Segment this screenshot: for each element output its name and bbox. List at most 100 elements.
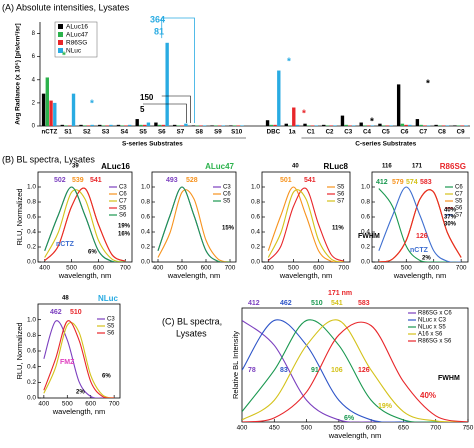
x-tick-label: C8 bbox=[438, 129, 446, 136]
spectrum-line bbox=[43, 322, 115, 398]
bar bbox=[295, 124, 300, 126]
annotation: 150 bbox=[140, 93, 154, 102]
panel-name: RLuc8 bbox=[324, 162, 349, 171]
y-axis-label: RLU, Normalized bbox=[15, 188, 24, 245]
x-tick-label: S2 bbox=[83, 129, 91, 136]
panel-name: R86SG bbox=[440, 162, 466, 171]
spectrum-line bbox=[242, 319, 468, 422]
bar bbox=[273, 124, 277, 126]
bar bbox=[314, 125, 318, 126]
y-tick-label: 0.4 bbox=[251, 229, 260, 236]
bar bbox=[456, 125, 461, 126]
x-tick-label: 500 bbox=[177, 265, 188, 272]
legend-label: S7 bbox=[337, 199, 345, 205]
annotation: * bbox=[426, 79, 430, 90]
x-tick-label: S7 bbox=[177, 129, 185, 136]
bar bbox=[378, 123, 382, 126]
annotation: 30% bbox=[444, 222, 457, 228]
bar bbox=[41, 93, 46, 126]
annotation: 462 bbox=[50, 309, 62, 316]
annotation: 171 bbox=[412, 164, 423, 170]
panel-title: (C) BL spectra, bbox=[162, 316, 222, 326]
bar bbox=[310, 125, 315, 126]
x-tick-label: C2 bbox=[326, 129, 334, 136]
spectrum-line bbox=[378, 186, 462, 262]
bar bbox=[53, 102, 57, 126]
annotation: nCTZ bbox=[410, 247, 429, 254]
annotation: 462 bbox=[280, 300, 292, 307]
spectrum-line bbox=[43, 320, 115, 398]
x-tick-label: S1 bbox=[64, 129, 72, 136]
bar bbox=[464, 125, 468, 126]
annotation: * bbox=[62, 51, 66, 62]
bar bbox=[460, 125, 465, 126]
x-tick-label: 600 bbox=[85, 401, 96, 408]
legend-label: C6 bbox=[119, 192, 127, 198]
y-tick-label: 6 bbox=[32, 54, 36, 60]
panel-title: (B) BL spectra, Lysates bbox=[2, 154, 95, 164]
x-tick-label: 500 bbox=[301, 425, 312, 432]
x-tick-label: S10 bbox=[231, 129, 243, 136]
x-tick-label: S4 bbox=[120, 129, 128, 136]
legend-label: S5 bbox=[337, 185, 345, 191]
legend-swatch bbox=[58, 40, 63, 45]
x-tick-label: S8 bbox=[195, 129, 203, 136]
y-tick-label: 0.0 bbox=[141, 259, 150, 266]
bar bbox=[419, 124, 423, 126]
bar bbox=[45, 77, 49, 126]
bar bbox=[214, 125, 218, 126]
bar bbox=[426, 125, 431, 126]
annotation: 510 bbox=[70, 309, 82, 316]
annotation: 2% bbox=[422, 256, 431, 262]
bar bbox=[146, 122, 151, 126]
y-tick-label: 0.6 bbox=[361, 214, 370, 221]
annotation: 78 bbox=[248, 367, 256, 374]
panel-name: ALuc47 bbox=[205, 162, 234, 171]
annotation: 126 bbox=[358, 367, 370, 374]
spectrum-line bbox=[242, 319, 468, 422]
bar bbox=[322, 124, 326, 126]
spectrum-line bbox=[378, 188, 462, 262]
bar bbox=[367, 125, 371, 126]
panel-title: Lysates bbox=[176, 328, 207, 338]
y-tick-label: 0.4 bbox=[141, 229, 150, 236]
x-axis-label: wavelength, nm bbox=[328, 431, 382, 440]
spectrum-line bbox=[44, 186, 126, 262]
bar bbox=[453, 125, 457, 126]
y-tick-label: 1.0 bbox=[27, 184, 36, 191]
legend-label: S6 bbox=[107, 331, 115, 337]
bar bbox=[191, 125, 196, 126]
annotation: 15% bbox=[222, 226, 235, 232]
bar bbox=[307, 125, 311, 126]
legend-label: S6 bbox=[337, 192, 345, 198]
y-tick-label: 0.6 bbox=[27, 214, 36, 221]
annotation: 40% bbox=[444, 208, 457, 214]
annotation: 126 bbox=[416, 233, 428, 240]
x-tick-label: 550 bbox=[333, 425, 344, 432]
bar bbox=[199, 125, 203, 126]
y-tick-label: 1.0 bbox=[27, 316, 36, 323]
legend-swatch bbox=[58, 24, 63, 29]
annotation: 40 bbox=[292, 164, 299, 170]
y-tick-label: 0.2 bbox=[27, 379, 36, 386]
bar bbox=[64, 125, 68, 126]
spectrum-line bbox=[378, 189, 462, 262]
annotation: 116 bbox=[382, 164, 392, 170]
annotation: * bbox=[287, 57, 291, 68]
x-tick-label: 600 bbox=[93, 265, 104, 272]
annotation: 6% bbox=[88, 250, 97, 256]
bar bbox=[232, 125, 237, 126]
legend-label: C6 bbox=[223, 192, 231, 198]
legend-label: S5 bbox=[119, 206, 127, 212]
bar bbox=[404, 124, 408, 126]
spectrum-line bbox=[157, 186, 231, 262]
annotation: 6% bbox=[102, 374, 111, 380]
x-tick-label: nCTZ bbox=[41, 129, 57, 136]
bar bbox=[363, 125, 367, 126]
annotation: 5 bbox=[140, 105, 145, 114]
x-axis-label: wavelength, nm bbox=[393, 271, 447, 280]
bar bbox=[359, 122, 363, 126]
panel-name: ALuc16 bbox=[101, 162, 130, 171]
x-tick-label: 400 bbox=[237, 425, 248, 432]
annotation: 501 bbox=[280, 177, 292, 184]
